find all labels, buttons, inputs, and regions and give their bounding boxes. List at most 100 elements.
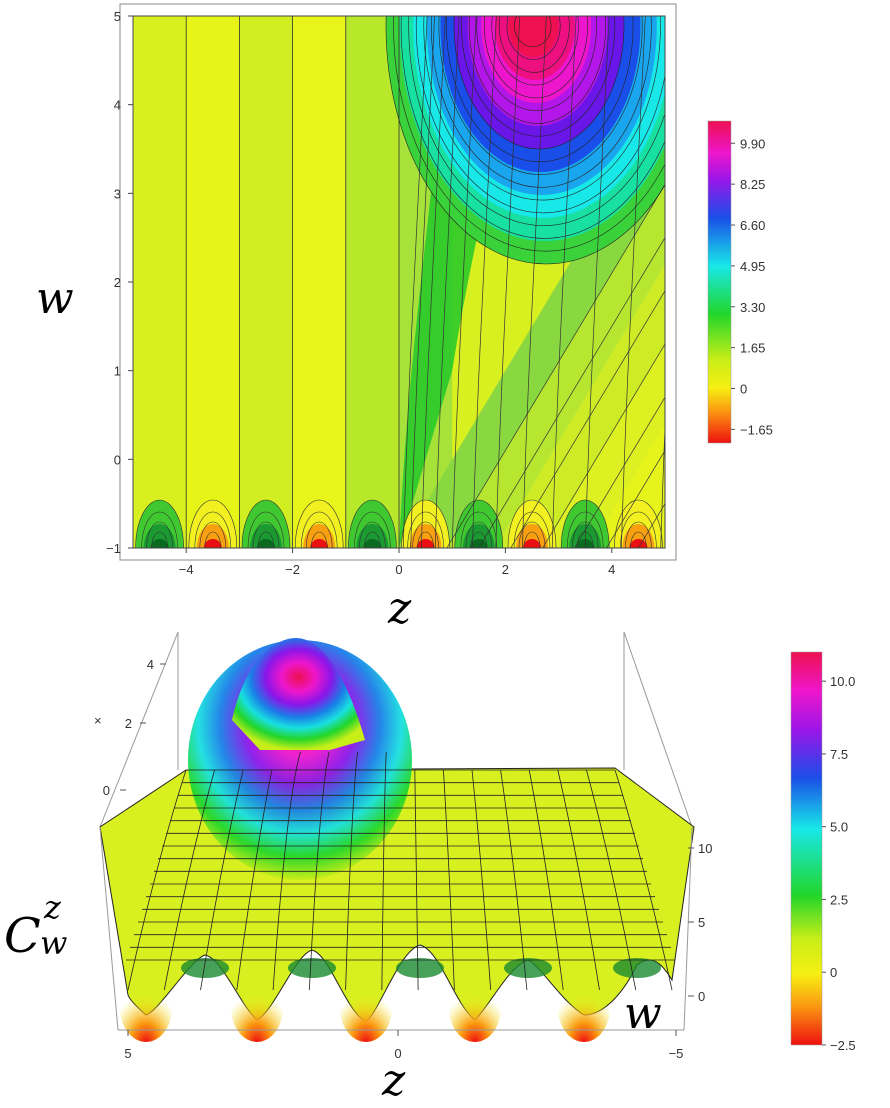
contour-line — [410, 16, 435, 548]
top-w-label: w — [36, 273, 74, 324]
colorbar-tick-label: 9.90 — [740, 136, 765, 151]
contour-band — [133, 16, 187, 548]
contour-line — [294, 499, 344, 548]
bottom-c-label: C — [4, 908, 41, 964]
contour-line — [310, 531, 328, 548]
boundary-bump — [569, 524, 602, 548]
boundary-bump — [203, 539, 222, 548]
contour-line — [483, 16, 588, 99]
contour-line — [460, 511, 498, 548]
contour-line — [446, 183, 665, 548]
contour-line — [470, 531, 488, 548]
contour-line — [420, 16, 446, 548]
contour-band — [239, 16, 293, 548]
surface-axes: 5 0 −5 10 5 0 4 2 0 × — [94, 657, 712, 1061]
x-tick-label: 4 — [608, 562, 615, 577]
contour-line — [571, 521, 599, 548]
contour-line — [257, 531, 275, 548]
z-tick-label: 5 — [124, 1046, 131, 1061]
contour-line — [199, 521, 227, 548]
z-tick-label: 0 — [394, 1046, 401, 1061]
boundary-bump — [469, 539, 488, 548]
contour-line — [472, 16, 497, 548]
mesh-line — [308, 751, 330, 991]
contour-line — [348, 499, 397, 548]
y-tick-label: 4 — [114, 98, 121, 113]
mesh-line — [127, 769, 187, 991]
vertical-tick-label: 4 — [147, 657, 154, 672]
mesh-line — [345, 751, 358, 991]
contour-band — [399, 16, 538, 548]
colorbar-tick-label: 10.0 — [830, 674, 855, 689]
contour-line — [438, 16, 643, 175]
surface-ridge-shadow — [396, 958, 444, 978]
colorbar-tick-label: 1.65 — [740, 341, 765, 356]
surface-valley — [231, 974, 283, 1042]
contour-line — [401, 499, 450, 548]
contour-line — [204, 531, 222, 548]
contour-fill — [133, 16, 665, 548]
y-tick-label: 0 — [114, 452, 121, 467]
contour-line — [606, 449, 665, 548]
surface-ridge-shadow — [181, 958, 229, 978]
x-tick-label: 2 — [502, 562, 509, 577]
boundary-bump — [629, 539, 648, 548]
colorbar-tick-label: −1.65 — [740, 422, 773, 437]
boundary-bump — [250, 524, 282, 548]
contour-line — [446, 16, 634, 163]
contour-line — [560, 499, 610, 548]
boundary-bump — [310, 539, 329, 548]
contour-line — [412, 521, 439, 548]
surface-ridge-shadow — [613, 958, 661, 978]
box-edge — [683, 826, 693, 1031]
surface-valley — [120, 974, 172, 1042]
contour-line — [625, 521, 652, 548]
contour-line — [423, 16, 661, 201]
surface-valley — [558, 974, 610, 1042]
contour-line — [499, 16, 570, 73]
x-tick-label: −4 — [179, 562, 194, 577]
contour-line — [522, 16, 547, 548]
contour-line — [574, 396, 665, 548]
w-tick-label: 5 — [698, 915, 705, 930]
surface-ridge-shadow — [504, 958, 552, 978]
contour-line — [495, 16, 521, 548]
contour-line — [630, 531, 647, 548]
contour-line — [408, 16, 665, 226]
mesh-line — [443, 769, 455, 991]
boundary-bump — [143, 524, 176, 548]
surface-colorbar-ticks: 10.0 7.5 5.0 2.5 0 −2.5 — [822, 674, 856, 1053]
contour-line — [468, 16, 607, 124]
contour-line — [241, 499, 291, 548]
y-tick-label: 1 — [114, 364, 121, 379]
contour-line — [451, 16, 477, 548]
contour-line — [417, 531, 434, 548]
contour-line — [461, 16, 616, 137]
contour-line — [402, 16, 428, 548]
contour-line — [188, 499, 238, 548]
mesh-line — [272, 751, 301, 991]
contour-line — [614, 499, 663, 548]
w-tick-label: 0 — [698, 989, 705, 1004]
bottom-z-label: z — [381, 1055, 406, 1106]
contour-band — [345, 16, 399, 548]
boundary-bump — [363, 539, 382, 548]
y-tick-label: 3 — [114, 186, 121, 201]
contour-line — [660, 418, 665, 548]
surface-plot: 5 0 −5 10 5 0 4 2 0 × — [94, 631, 712, 1061]
y-tick-label: 5 — [114, 9, 121, 24]
boundary-bump — [462, 524, 495, 548]
contour-plot: −4 −2 0 2 4 −1 0 1 2 3 4 5 — [106, 3, 677, 577]
contour-line — [393, 16, 665, 252]
contour-line — [252, 521, 280, 548]
contour-line — [454, 499, 504, 548]
contour-line — [551, 16, 577, 548]
contour-colorbar: 9.90 8.25 6.60 4.95 3.30 1.65 0 −1.65 — [707, 120, 773, 444]
boundary-bump — [516, 524, 548, 548]
mesh-line — [528, 769, 564, 991]
contour-line — [510, 290, 665, 548]
contour-line — [194, 511, 232, 548]
colorbar-tick-label: 4.95 — [740, 259, 765, 274]
contour-line — [247, 511, 285, 548]
